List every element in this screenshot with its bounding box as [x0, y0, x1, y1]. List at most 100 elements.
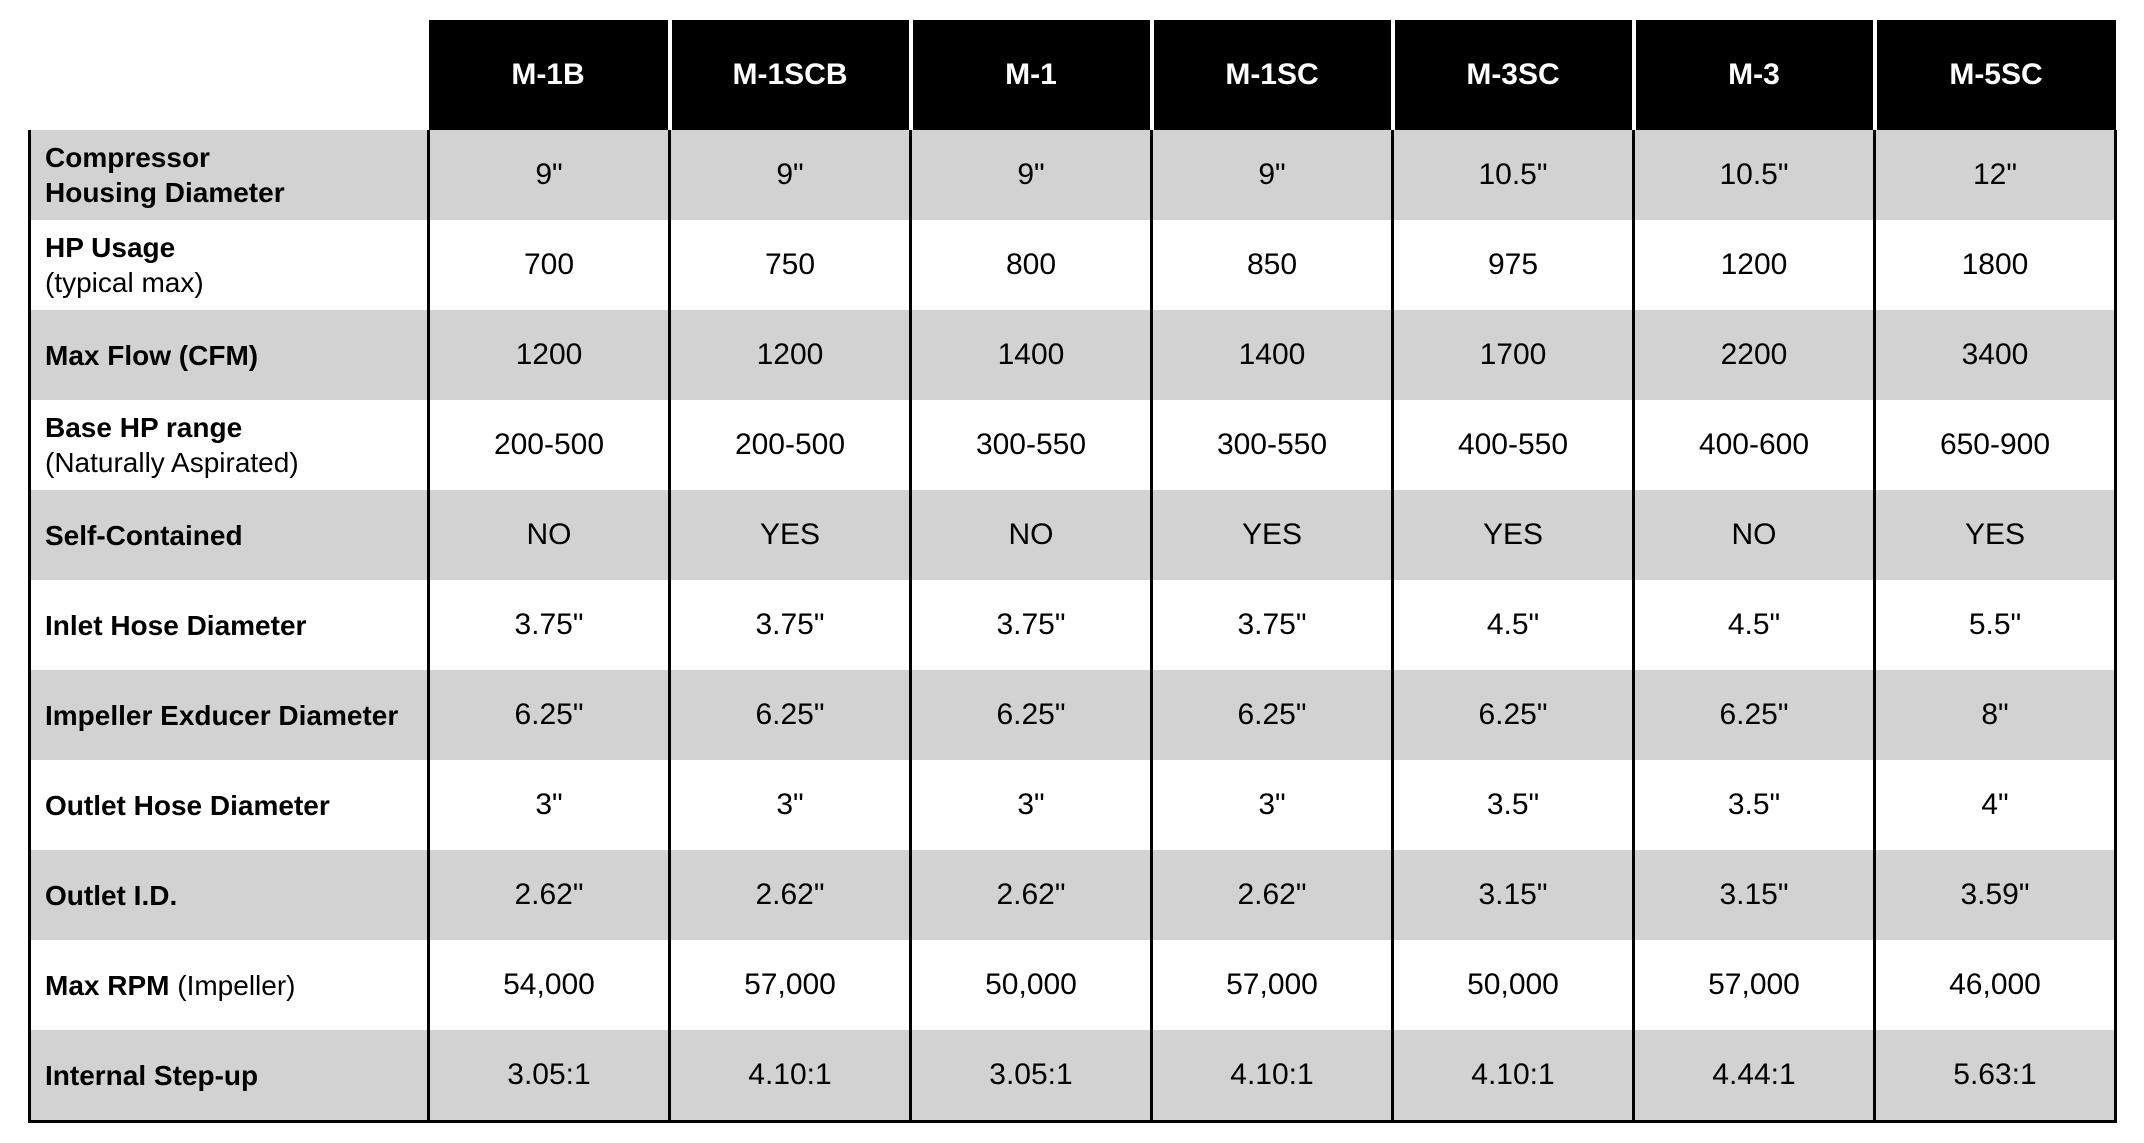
row-label-main: Compressor: [45, 142, 210, 173]
row-label: Outlet Hose Diameter: [30, 760, 429, 850]
table-cell: 8": [1875, 670, 2116, 760]
table-cell: 5.63:1: [1875, 1030, 2116, 1122]
table-row: Internal Step-up3.05:14.10:13.05:14.10:1…: [30, 1030, 2116, 1122]
table-cell: 3": [1152, 760, 1393, 850]
table-cell: 975: [1393, 220, 1634, 310]
table-cell: 50,000: [1393, 940, 1634, 1030]
row-label-main: Outlet Hose Diameter: [45, 790, 330, 821]
table-cell: 4.5": [1393, 580, 1634, 670]
table-cell: 800: [911, 220, 1152, 310]
header-corner: [30, 20, 429, 130]
table-row: Self-ContainedNOYESNOYESYESNOYES: [30, 490, 2116, 580]
table-cell: 46,000: [1875, 940, 2116, 1030]
table-cell: 6.25": [911, 670, 1152, 760]
table-cell: 5.5": [1875, 580, 2116, 670]
row-label-main: Base HP range: [45, 412, 242, 443]
table-cell: 200-500: [670, 400, 911, 490]
table-cell: 3.75": [670, 580, 911, 670]
row-label: Outlet I.D.: [30, 850, 429, 940]
table-cell: 2200: [1634, 310, 1875, 400]
table-cell: 4.10:1: [1393, 1030, 1634, 1122]
table-cell: 10.5": [1634, 130, 1875, 220]
table-cell: 6.25": [1393, 670, 1634, 760]
table-cell: 3400: [1875, 310, 2116, 400]
table-cell: 3.59": [1875, 850, 2116, 940]
row-label-main: Internal Step-up: [45, 1060, 258, 1091]
row-label-main: Self-Contained: [45, 520, 243, 551]
table-cell: 4": [1875, 760, 2116, 850]
table-cell: 2.62": [1152, 850, 1393, 940]
table-cell: 3.5": [1393, 760, 1634, 850]
table-cell: 6.25": [1152, 670, 1393, 760]
table-cell: 3.75": [429, 580, 670, 670]
row-label: Max Flow (CFM): [30, 310, 429, 400]
table-cell: 4.10:1: [1152, 1030, 1393, 1122]
col-header: M-3: [1634, 20, 1875, 130]
table-cell: NO: [429, 490, 670, 580]
table-cell: 2.62": [670, 850, 911, 940]
table-cell: 2.62": [429, 850, 670, 940]
row-label: Max RPM (Impeller): [30, 940, 429, 1030]
table-cell: 3.15": [1393, 850, 1634, 940]
table-cell: 6.25": [670, 670, 911, 760]
table-row: Outlet Hose Diameter3"3"3"3"3.5"3.5"4": [30, 760, 2116, 850]
table-cell: 6.25": [429, 670, 670, 760]
table-cell: NO: [1634, 490, 1875, 580]
table-cell: 850: [1152, 220, 1393, 310]
row-label: HP Usage(typical max): [30, 220, 429, 310]
col-header: M-1B: [429, 20, 670, 130]
table-cell: 9": [911, 130, 1152, 220]
table-cell: 1200: [429, 310, 670, 400]
table-cell: 3": [429, 760, 670, 850]
table-cell: 750: [670, 220, 911, 310]
row-label: Impeller Exducer Diameter: [30, 670, 429, 760]
table-cell: YES: [1152, 490, 1393, 580]
spec-table: M-1B M-1SCB M-1 M-1SC M-3SC M-3 M-5SC Co…: [28, 20, 2117, 1123]
table-cell: 9": [429, 130, 670, 220]
row-label-main: Inlet Hose Diameter: [45, 610, 306, 641]
table-cell: 6.25": [1634, 670, 1875, 760]
table-cell: 1400: [1152, 310, 1393, 400]
table-cell: 54,000: [429, 940, 670, 1030]
table-cell: 57,000: [1152, 940, 1393, 1030]
table-cell: 3.75": [911, 580, 1152, 670]
table-cell: 1700: [1393, 310, 1634, 400]
table-cell: 3.75": [1152, 580, 1393, 670]
table-cell: 10.5": [1393, 130, 1634, 220]
row-label: Compressor Housing Diameter: [30, 130, 429, 220]
table-row: Inlet Hose Diameter3.75"3.75"3.75"3.75"4…: [30, 580, 2116, 670]
table-cell: 700: [429, 220, 670, 310]
table-row: Max RPM (Impeller)54,00057,00050,00057,0…: [30, 940, 2116, 1030]
table-cell: 12": [1875, 130, 2116, 220]
table-cell: 300-550: [1152, 400, 1393, 490]
table-cell: 300-550: [911, 400, 1152, 490]
table-cell: 3.05:1: [429, 1030, 670, 1122]
col-header: M-3SC: [1393, 20, 1634, 130]
col-header: M-1: [911, 20, 1152, 130]
col-header: M-1SCB: [670, 20, 911, 130]
table-cell: 3": [670, 760, 911, 850]
table-cell: 650-900: [1875, 400, 2116, 490]
table-cell: 50,000: [911, 940, 1152, 1030]
table-cell: 200-500: [429, 400, 670, 490]
table-cell: NO: [911, 490, 1152, 580]
table-cell: 3.5": [1634, 760, 1875, 850]
table-cell: 3.15": [1634, 850, 1875, 940]
row-label-sub: Housing Diameter: [45, 177, 285, 208]
table-cell: 4.10:1: [670, 1030, 911, 1122]
table-cell: 400-600: [1634, 400, 1875, 490]
row-label-sub: (Naturally Aspirated): [45, 447, 299, 478]
table-row: Impeller Exducer Diameter6.25"6.25"6.25"…: [30, 670, 2116, 760]
table-cell: 400-550: [1393, 400, 1634, 490]
row-label-main: Outlet I.D.: [45, 880, 177, 911]
table-cell: 4.44:1: [1634, 1030, 1875, 1122]
table-cell: 3.05:1: [911, 1030, 1152, 1122]
row-label-sub: (typical max): [45, 267, 204, 298]
table-cell: 2.62": [911, 850, 1152, 940]
table-cell: 57,000: [670, 940, 911, 1030]
table-cell: 1200: [670, 310, 911, 400]
table-cell: 1200: [1634, 220, 1875, 310]
table-row: CompressorHousing Diameter9"9"9"9"10.5"1…: [30, 130, 2116, 220]
table-row: Outlet I.D.2.62"2.62"2.62"2.62"3.15"3.15…: [30, 850, 2116, 940]
table-body: CompressorHousing Diameter9"9"9"9"10.5"1…: [30, 130, 2116, 1122]
